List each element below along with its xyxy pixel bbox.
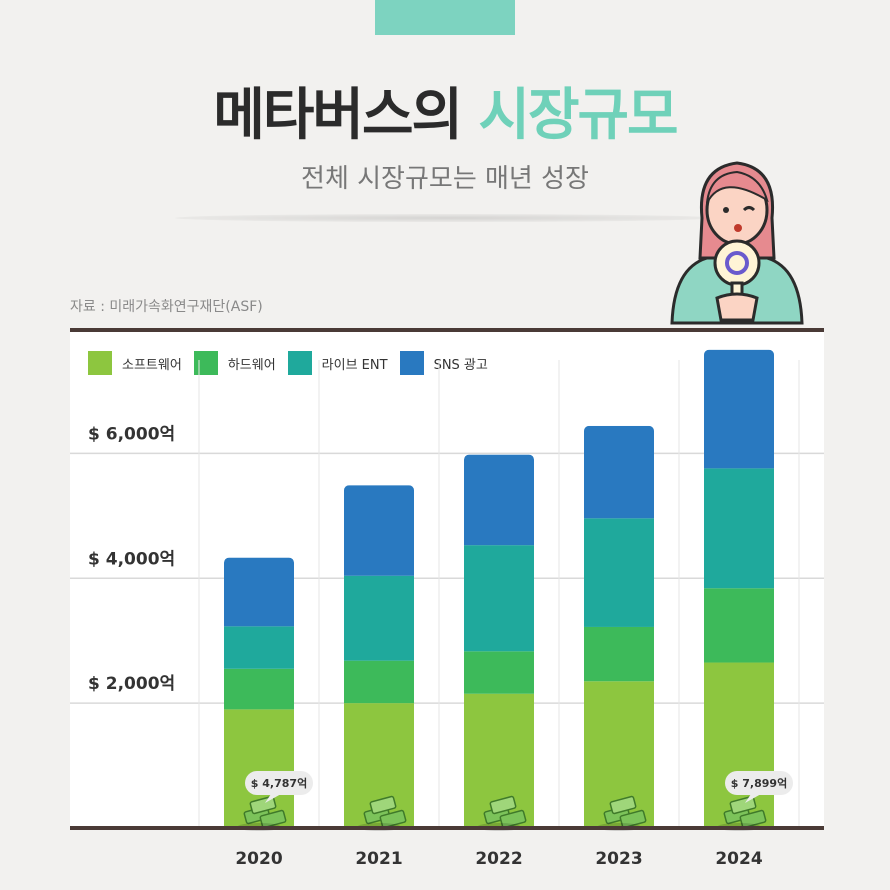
bar-segment-live-ent-2024 [704, 468, 774, 588]
bar-segment-sns-ad-2024 [704, 350, 774, 469]
x-tick-label: 2023 [595, 849, 642, 869]
y-tick-label: $ 2,000억 [88, 674, 175, 694]
bar-segment-hardware-2024 [704, 588, 774, 662]
bar-segment-hardware-2022 [464, 651, 534, 693]
callout-label: $ 7,899억 [731, 777, 787, 790]
x-tick-label: 2022 [475, 849, 522, 869]
bar-segment-hardware-2023 [584, 627, 654, 681]
x-tick-label: 2021 [355, 849, 402, 869]
bar-stack-2022 [464, 455, 534, 828]
bar-segment-live-ent-2021 [344, 576, 414, 661]
bar-segment-sns-ad-2023 [584, 426, 654, 518]
bar-segment-live-ent-2020 [224, 626, 294, 668]
bar-stack-2024 [704, 350, 774, 828]
bar-segment-live-ent-2022 [464, 545, 534, 651]
bar-segment-sns-ad-2021 [344, 485, 414, 576]
bar-segment-live-ent-2023 [584, 518, 654, 627]
bar-stack-2021 [344, 485, 414, 828]
x-tick-label: 2020 [235, 849, 282, 869]
y-tick-label: $ 6,000억 [88, 424, 175, 444]
bar-segment-sns-ad-2022 [464, 455, 534, 546]
bar-segment-hardware-2020 [224, 669, 294, 710]
x-tick-label: 2024 [715, 849, 762, 869]
callout-label: $ 4,787억 [251, 777, 307, 790]
bar-stack-2023 [584, 426, 654, 828]
bar-segment-sns-ad-2020 [224, 558, 294, 627]
y-tick-label: $ 4,000억 [88, 549, 175, 569]
bar-segment-hardware-2021 [344, 661, 414, 703]
